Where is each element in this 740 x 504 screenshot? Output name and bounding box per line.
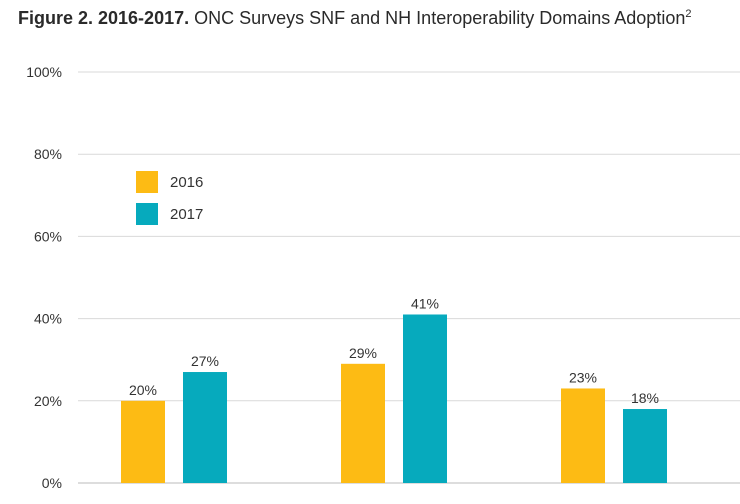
bar-2017 [183,372,227,483]
legend-swatch-2016 [136,171,158,193]
chart-title-superscript: 2 [685,8,692,20]
y-tick-label: 80% [34,146,62,162]
data-label: 23% [569,369,597,385]
bar-2016 [561,388,605,483]
y-axis: 0% 20% 40% 60% 80% 100% [26,64,62,491]
y-tick-label: 20% [34,393,62,409]
y-tick-label: 100% [26,64,62,80]
data-label: 41% [411,295,439,311]
bar-2017 [623,409,667,483]
bar-2017 [403,314,447,483]
legend-swatch-2017 [136,203,158,225]
chart-title-bold: Figure 2. 2016-2017. [18,8,190,28]
chart-title: Figure 2. 2016-2017. ONC Surveys SNF and… [18,8,691,29]
data-label: 20% [129,382,157,398]
legend: 2016 2017 [136,171,203,225]
bar-2016 [341,363,385,483]
y-tick-label: 0% [42,475,62,491]
data-label: 29% [349,345,377,361]
bars: 20% 27% 29% 41% 23% 18% [121,295,667,483]
y-tick-label: 40% [34,311,62,327]
legend-label: 2016 [170,174,203,191]
data-label: 27% [191,353,219,369]
bar-2016 [121,400,165,483]
y-tick-label: 60% [34,228,62,244]
legend-label: 2017 [170,206,203,223]
chart-title-text: ONC Surveys SNF and NH Interoperability … [194,8,686,28]
data-label: 18% [631,390,659,406]
